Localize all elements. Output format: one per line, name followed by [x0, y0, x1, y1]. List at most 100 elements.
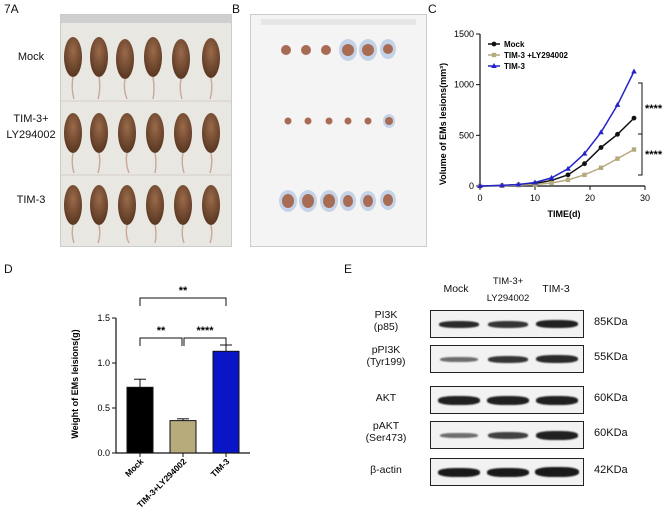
- d-bar-1: [169, 420, 197, 454]
- d-y-tick-label: 1.5: [97, 313, 110, 323]
- c-point: [614, 101, 621, 107]
- panel-e-letter: E: [344, 262, 353, 276]
- blot-strip-4: [430, 458, 584, 486]
- c-point: [499, 182, 505, 188]
- c-y-tick-label: 500: [459, 130, 474, 140]
- c-significance-brackets: [638, 82, 643, 176]
- c-x-tick-label: 0: [477, 193, 482, 203]
- c-point: [477, 183, 483, 188]
- c-series-group: [477, 68, 637, 189]
- c-y-tick-label: 0: [469, 181, 474, 191]
- lesions-photo: [250, 14, 427, 247]
- blot-band: [536, 430, 578, 440]
- lane-label-tim3: TIM-3: [542, 283, 570, 295]
- blot-band: [487, 395, 529, 405]
- c-point: [631, 115, 637, 121]
- blot-band: [488, 320, 528, 328]
- blot-kda-label-4: 42KDa: [594, 464, 628, 476]
- d-y-tick-label: 0.5: [97, 403, 110, 413]
- row-label-tim3: TIM-3: [16, 194, 46, 206]
- c-y-tick-label: 1500: [454, 29, 474, 39]
- blot-band: [536, 355, 578, 363]
- d-significance-ly-tim3: ****: [196, 325, 214, 337]
- d-bar-2: [212, 350, 240, 454]
- blot-protein-site: (Ser473): [365, 432, 407, 444]
- lane-label-tim3-ly-1: TIM-3+: [492, 276, 524, 287]
- mice-illustration: [61, 15, 231, 246]
- c-point: [549, 180, 554, 186]
- blot-band: [440, 356, 478, 362]
- c-legend-label-2: TIM-3: [504, 62, 525, 71]
- c-series-line-1: [479, 148, 635, 187]
- blot-protein-label-4: β-actin: [356, 464, 416, 476]
- c-y-axis-label: Volume of EMs lesions(mm³): [438, 63, 448, 185]
- blot-protein-site: (Tyr199): [366, 356, 406, 368]
- c-point: [548, 174, 555, 180]
- c-series-line-2: [479, 71, 635, 187]
- c-point: [581, 150, 588, 156]
- lesions-illustration: [251, 15, 426, 246]
- blot-strip-1: [430, 345, 584, 373]
- blot-strip-3: [430, 421, 584, 449]
- c-point: [615, 131, 620, 137]
- c-legend-marker: [491, 63, 497, 68]
- c-point: [598, 165, 604, 170]
- panel-b-letter: B: [232, 2, 241, 16]
- blot-protein-label-1: pPI3K (Tyr199): [356, 344, 416, 368]
- lane-label-tim3-ly-2: LY294002: [486, 293, 530, 304]
- c-x-tick-label: 20: [585, 193, 595, 203]
- panel-d-letter: D: [4, 262, 13, 276]
- d-significance-mock-tim3: **: [179, 285, 188, 297]
- blot-protein-name: PI3K: [374, 309, 398, 321]
- c-x-tick-label: 30: [640, 193, 650, 203]
- blot-band: [536, 395, 578, 405]
- c-significance-bottom: ****: [645, 149, 663, 161]
- d-significance-mock-ly: **: [157, 325, 166, 337]
- blot-band: [439, 320, 479, 328]
- blot-band: [487, 467, 529, 477]
- blot-band: [535, 467, 579, 477]
- blot-strip-2: [430, 386, 584, 414]
- c-point: [565, 172, 571, 178]
- d-category-label-0: Mock: [123, 456, 146, 479]
- d-significance-brackets: [139, 297, 227, 346]
- panel-a-letter: 7A: [4, 2, 19, 16]
- c-significance-top: ****: [645, 103, 663, 115]
- d-bar-0: [126, 386, 154, 454]
- d-y-tick-label: 0.0: [97, 448, 110, 458]
- d-category-label-2: TIM-3: [209, 456, 232, 479]
- blot-protein-name: pAKT: [372, 420, 400, 432]
- c-point: [515, 181, 522, 187]
- d-bars-group: [126, 344, 240, 454]
- row-label-tim3-ly-1: TIM-3+: [13, 113, 49, 125]
- blot-protein-name: AKT: [375, 392, 397, 404]
- c-series-line-0: [479, 117, 635, 187]
- volume-line-chart: Volume of EMs lesions(mm³) TIME(d) 0 10 20…: [438, 29, 663, 219]
- c-point: [631, 147, 637, 152]
- blot-band: [440, 432, 478, 438]
- c-point: [532, 179, 538, 185]
- blot-band: [536, 320, 578, 328]
- c-point: [582, 161, 587, 167]
- mice-photo: [60, 14, 232, 247]
- blot-protein-name: β-actin: [370, 464, 402, 476]
- blot-kda-label-3: 60KDa: [594, 427, 628, 439]
- c-legend-marker: [491, 41, 497, 47]
- lane-label-mock: Mock: [443, 283, 469, 295]
- c-x-tick-label: 10: [530, 193, 540, 203]
- blot-protein-name: pPI3K: [371, 344, 401, 356]
- blot-kda-label-0: 85KDa: [594, 316, 628, 328]
- c-point: [598, 145, 604, 150]
- blot-protein-label-0: PI3K (p85): [356, 309, 416, 333]
- row-label-tim3-ly-2: LY294002: [6, 129, 56, 141]
- c-legend-marker: [491, 52, 497, 58]
- c-point: [565, 177, 571, 183]
- c-point: [598, 129, 604, 135]
- blot-kda-label-1: 55KDa: [594, 351, 628, 363]
- c-y-tick-label: 1000: [454, 80, 474, 90]
- d-y-axis-label: Weight of EMs leisions(g): [70, 329, 80, 438]
- blot-kda-label-2: 60KDa: [594, 392, 628, 404]
- blot-band: [488, 355, 528, 363]
- c-legend-label-1: TIM-3 +LY294002: [504, 51, 569, 60]
- row-label-mock: Mock: [17, 51, 45, 63]
